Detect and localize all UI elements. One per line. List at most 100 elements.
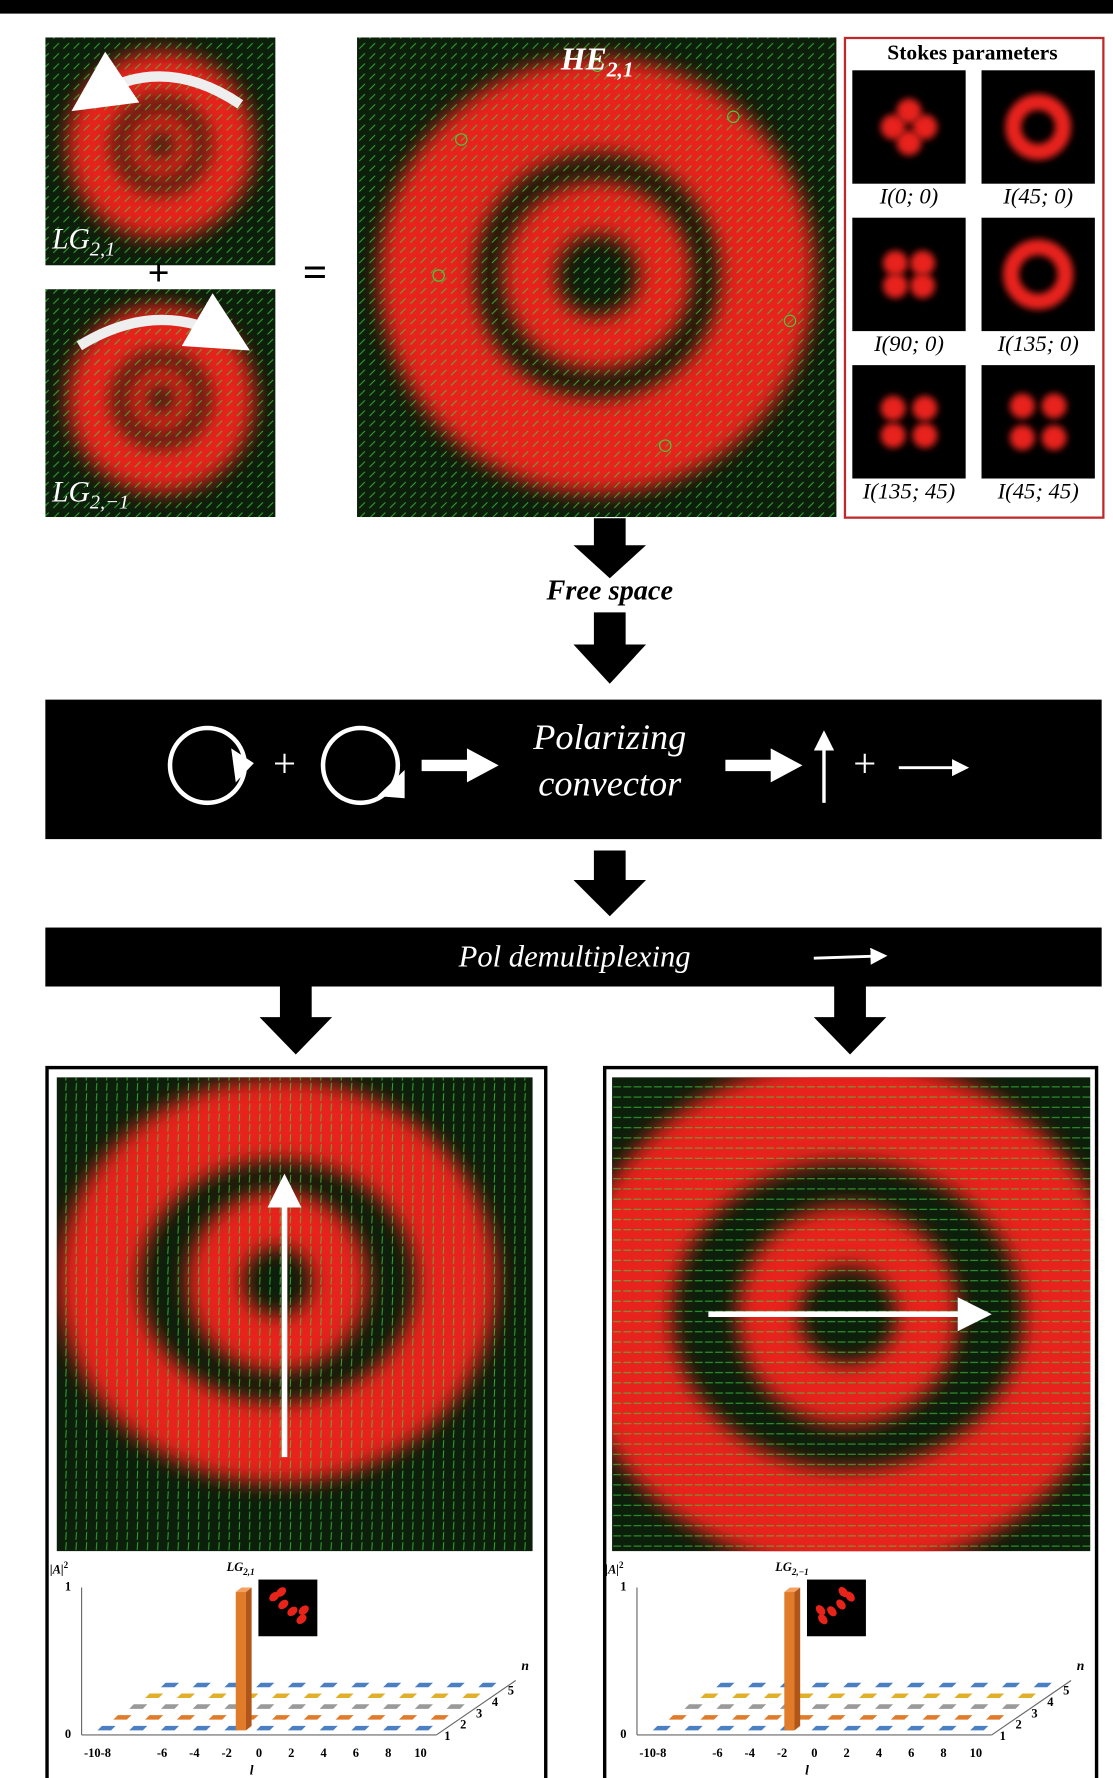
floor-tile bbox=[907, 1683, 925, 1688]
stokes-label: I(45; 45) bbox=[997, 478, 1079, 503]
floor-tile bbox=[986, 1715, 1004, 1720]
plus-sign: + bbox=[273, 741, 296, 786]
converter-text: Polarizing bbox=[532, 717, 686, 757]
floor-tile bbox=[669, 1715, 687, 1720]
x-axis-label: l bbox=[805, 1762, 809, 1777]
floor-tile bbox=[383, 1704, 401, 1709]
stokes-image bbox=[852, 218, 965, 331]
stokes-image bbox=[982, 218, 1095, 331]
label-sup: 2 bbox=[619, 1560, 624, 1570]
label-main: HE bbox=[560, 42, 607, 77]
intensity-lobe bbox=[1042, 425, 1067, 450]
floor-tile bbox=[748, 1704, 766, 1709]
intensity-lobe bbox=[881, 423, 906, 448]
y-tick-label: 1 bbox=[620, 1579, 626, 1593]
floor-tile bbox=[351, 1683, 369, 1688]
depth-axis-label: n bbox=[521, 1658, 529, 1673]
depth-tick-label: 4 bbox=[1047, 1695, 1053, 1709]
floor-tile bbox=[732, 1694, 750, 1699]
floor-tile bbox=[812, 1704, 830, 1709]
floor-tile bbox=[859, 1694, 877, 1699]
floor-tile bbox=[907, 1726, 925, 1731]
mode-label: LG2,−1 bbox=[774, 1560, 808, 1577]
floor-tile bbox=[938, 1683, 956, 1688]
floor-tile bbox=[843, 1683, 861, 1688]
floor-tile bbox=[288, 1683, 306, 1688]
floor-tile bbox=[970, 1683, 988, 1688]
floor-tile bbox=[209, 1694, 227, 1699]
intensity-lobe bbox=[883, 273, 908, 298]
y-axis-label: |A|2 bbox=[50, 1560, 69, 1576]
floor-tile bbox=[320, 1726, 338, 1731]
depth-tick-label: 1 bbox=[1000, 1729, 1006, 1743]
intensity-lobe bbox=[912, 423, 937, 448]
floor-tile bbox=[700, 1694, 718, 1699]
x-tick-label: 10 bbox=[414, 1746, 426, 1760]
label-main: |A| bbox=[605, 1562, 619, 1576]
depth-tick-label: 3 bbox=[476, 1706, 482, 1720]
depth-tick-label: 5 bbox=[508, 1684, 514, 1698]
stokes-label: I(45; 0) bbox=[1002, 184, 1073, 209]
x-tick-label: -10-8 bbox=[84, 1746, 111, 1760]
label-sub: 2,1 bbox=[242, 1567, 254, 1577]
floor-tile bbox=[875, 1704, 893, 1709]
intensity-lobe bbox=[910, 273, 935, 298]
floor-tile bbox=[764, 1715, 782, 1720]
label-main: |A| bbox=[50, 1562, 64, 1576]
floor-tile bbox=[415, 1726, 433, 1731]
down-arrow bbox=[574, 850, 647, 916]
floor-tile bbox=[938, 1726, 956, 1731]
floor-tile bbox=[923, 1715, 941, 1720]
floor-tile bbox=[891, 1715, 909, 1720]
floor-tile bbox=[447, 1704, 465, 1709]
floor-tile bbox=[161, 1683, 179, 1688]
floor-tile bbox=[462, 1694, 480, 1699]
stokes-label: I(90; 0) bbox=[873, 331, 944, 356]
polarization-vectors bbox=[357, 37, 836, 517]
depth-tick-label: 2 bbox=[460, 1718, 466, 1732]
stokes-image bbox=[982, 70, 1095, 183]
floor-tile bbox=[177, 1694, 195, 1699]
floor-tile bbox=[923, 1694, 941, 1699]
label-sub: 2,−1 bbox=[90, 491, 129, 513]
figure: LG2,1 LG2,−1 + = HE2,1 Stokes parameters… bbox=[0, 0, 1113, 1778]
floor-tile bbox=[367, 1715, 385, 1720]
top-bar bbox=[0, 0, 1113, 14]
floor-tile bbox=[875, 1726, 893, 1731]
label-main: LG bbox=[51, 476, 90, 508]
floor-tile bbox=[716, 1726, 734, 1731]
floor-tile bbox=[161, 1726, 179, 1731]
floor-tile bbox=[1002, 1683, 1020, 1688]
floor-tile bbox=[399, 1694, 417, 1699]
x-tick-label: 6 bbox=[353, 1746, 359, 1760]
floor-tile bbox=[685, 1704, 703, 1709]
floor-tile bbox=[193, 1704, 211, 1709]
floor-tile bbox=[209, 1715, 227, 1720]
floor-tile bbox=[1018, 1694, 1036, 1699]
down-arrow bbox=[574, 612, 647, 683]
x-tick-label: -10-8 bbox=[639, 1746, 666, 1760]
floor-tile bbox=[193, 1683, 211, 1688]
polarization-vectors bbox=[57, 1077, 533, 1551]
page: {"input_beams": [{"label": "LG", "subscr… bbox=[0, 0, 1113, 1778]
floor-tile bbox=[843, 1726, 861, 1731]
stokes-grid: I(0; 0)I(45; 0)I(90; 0)I(135; 0)I(135; 4… bbox=[852, 70, 1095, 503]
y-tick-label: 0 bbox=[65, 1727, 71, 1741]
intensity-lobe bbox=[912, 396, 937, 421]
floor-tile bbox=[700, 1715, 718, 1720]
intensity-lobe bbox=[1010, 393, 1035, 418]
y-tick-label: 1 bbox=[65, 1579, 71, 1593]
label-sub: 2,1 bbox=[90, 238, 115, 260]
floor-tile bbox=[335, 1694, 353, 1699]
floor-tile bbox=[653, 1726, 671, 1731]
floor-tile bbox=[447, 1683, 465, 1688]
label-main: LG bbox=[226, 1560, 244, 1574]
floor-tile bbox=[113, 1715, 131, 1720]
plus-sign: + bbox=[853, 741, 876, 786]
x-tick-label: -6 bbox=[157, 1746, 167, 1760]
floor-tile bbox=[431, 1694, 449, 1699]
beam-image bbox=[57, 1077, 533, 1551]
x-tick-label: 2 bbox=[844, 1746, 850, 1760]
floor-tile bbox=[875, 1683, 893, 1688]
floor-tile bbox=[478, 1683, 496, 1688]
